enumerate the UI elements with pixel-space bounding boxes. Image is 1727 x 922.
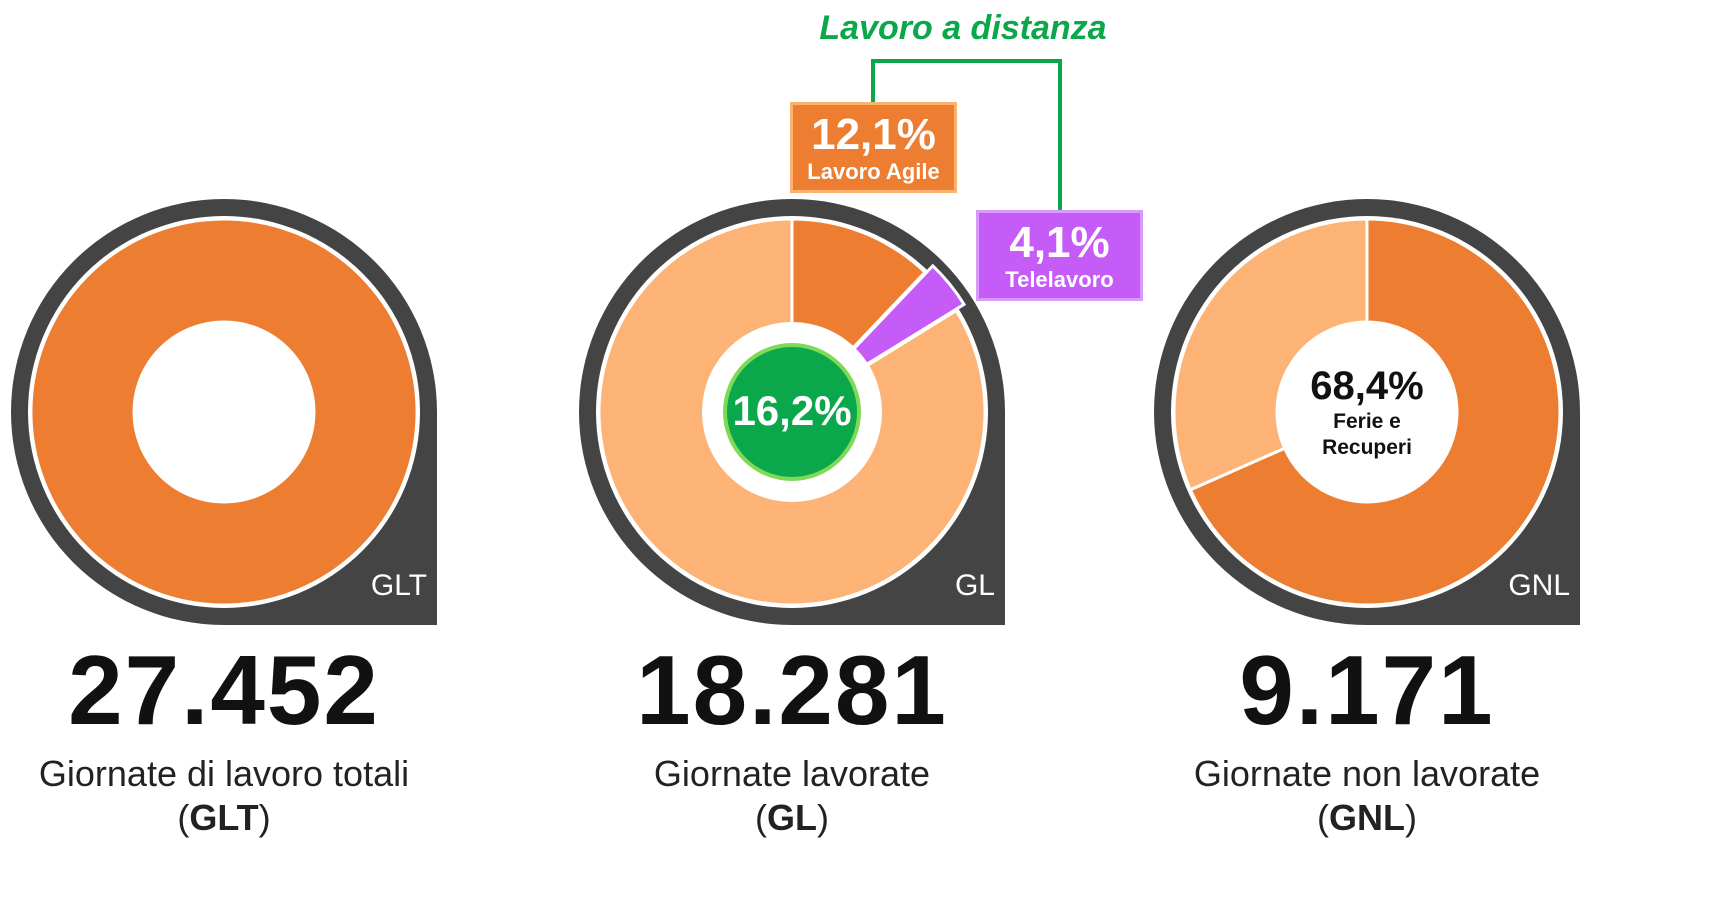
total: 18.281: [636, 635, 948, 745]
donut-hole: [1277, 322, 1457, 502]
center-label: 68,4% Ferie e Recuperi: [1277, 322, 1457, 502]
caption: Giornate di lavoro totali: [38, 753, 410, 794]
group-name: Lavoro a distanza: [819, 9, 1106, 47]
total: 27.452: [68, 635, 380, 745]
corner-code: GNL: [1508, 569, 1570, 602]
caption-code: GLT: [74, 796, 374, 840]
group-value: 16,2%: [732, 387, 851, 434]
segment-value: 68,4%: [1310, 364, 1424, 408]
total: 9.171: [1239, 635, 1495, 745]
segment-name: Lavoro Agile: [807, 158, 940, 184]
donut-hole: [134, 322, 314, 502]
caption-code-text: GL: [755, 797, 829, 838]
segment-label: 12,1% Lavoro Agile: [790, 102, 957, 193]
caption-code: GL: [642, 796, 942, 840]
group-value-mark: [723, 343, 861, 481]
segment-value: 4,1%: [1009, 217, 1110, 267]
segment-name: Ferie e Recuperi: [1322, 410, 1412, 459]
caption-code-text: GLT: [177, 797, 270, 838]
corner-code: GLT: [371, 569, 427, 602]
corner-code: GL: [955, 569, 995, 602]
caption: Giornate non lavorate: [1193, 753, 1541, 794]
group-bracket: [871, 59, 1062, 210]
caption: Giornate lavorate: [653, 753, 931, 794]
segment-label: 4,1% Telelavoro: [976, 210, 1143, 301]
caption-code: GNL: [1217, 796, 1517, 840]
segment-value: 12,1%: [811, 109, 936, 159]
caption-code-text: GNL: [1317, 797, 1417, 838]
segment-name: Telelavoro: [1005, 266, 1114, 292]
